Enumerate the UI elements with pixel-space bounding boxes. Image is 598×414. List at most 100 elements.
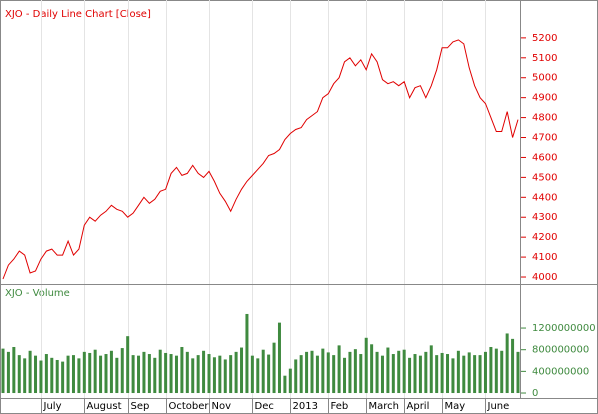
volume-bar xyxy=(435,355,439,394)
volume-bar xyxy=(337,345,341,394)
y-tick-label: 4800 xyxy=(532,113,557,124)
volume-bar xyxy=(440,352,444,394)
volume-bar xyxy=(489,346,493,394)
volume-bar xyxy=(310,350,314,394)
y-tick-label: 5000 xyxy=(532,73,557,84)
volume-bar xyxy=(364,337,368,394)
x-tick-label: May xyxy=(445,401,466,412)
volume-bar xyxy=(77,358,81,394)
volume-bar xyxy=(277,322,281,394)
volume-bar xyxy=(234,351,238,394)
volume-bar xyxy=(380,355,384,394)
volume-bar xyxy=(391,354,395,394)
volume-bar xyxy=(370,344,374,394)
volume-bar xyxy=(174,355,178,394)
volume-bar xyxy=(353,349,357,394)
y-tick-label: 1200000000 xyxy=(532,323,596,334)
y-tick-label: 4500 xyxy=(532,172,557,183)
x-tick-label: Nov xyxy=(212,401,232,412)
volume-bar xyxy=(348,351,352,394)
volume-bar xyxy=(397,350,401,394)
volume-bar xyxy=(229,355,233,394)
volume-bar xyxy=(283,375,287,394)
y-tick-label: 0 xyxy=(532,388,538,399)
volume-bar xyxy=(120,348,124,394)
volume-bar xyxy=(147,354,151,394)
volume-bar xyxy=(294,359,298,394)
volume-bar xyxy=(511,338,515,394)
volume-bar xyxy=(93,349,97,394)
x-tick-label: Sep xyxy=(131,401,150,412)
volume-bar xyxy=(402,349,406,394)
volume-bar xyxy=(180,346,184,394)
volume-bar xyxy=(28,350,32,394)
volume-bar xyxy=(115,357,119,394)
volume-bar xyxy=(483,351,487,394)
volume-bar xyxy=(104,354,108,394)
price-title: XJO - Daily Line Chart [Close] xyxy=(5,9,151,20)
volume-bar xyxy=(169,354,173,394)
volume-bar xyxy=(321,348,325,394)
volume-bar xyxy=(500,350,504,394)
volume-bar xyxy=(50,357,54,394)
volume-bar xyxy=(34,355,38,394)
volume-bar xyxy=(17,355,21,394)
x-tick-label: March xyxy=(369,401,399,412)
volume-bar xyxy=(109,350,113,394)
volume-bar xyxy=(212,357,216,394)
volume-bar xyxy=(207,354,211,394)
y-tick-label: 4600 xyxy=(532,152,557,163)
volume-bar xyxy=(473,355,477,394)
volume-bar xyxy=(272,342,276,394)
volume-bar xyxy=(299,355,303,394)
volume-bar xyxy=(256,358,260,394)
volume-bar xyxy=(516,351,520,394)
y-tick-label: 4300 xyxy=(532,212,557,223)
volume-bar xyxy=(375,351,379,394)
volume-bar xyxy=(418,355,422,394)
y-tick-label: 4100 xyxy=(532,252,557,263)
volume-bar xyxy=(142,351,146,394)
volume-bar xyxy=(71,355,75,394)
x-tick-label: Feb xyxy=(331,401,349,412)
volume-bar xyxy=(88,352,92,394)
volume-bar xyxy=(288,368,292,394)
y-tick-label: 4700 xyxy=(532,133,557,144)
volume-bar xyxy=(61,361,65,394)
volume-bar xyxy=(467,352,471,394)
volume-bar xyxy=(478,355,482,394)
y-tick-label: 5100 xyxy=(532,53,557,64)
volume-bar xyxy=(326,352,330,394)
y-tick-label: 4400 xyxy=(532,192,557,203)
volume-title: XJO - Volume xyxy=(5,288,70,299)
volume-bar xyxy=(223,359,227,394)
price-line xyxy=(2,39,519,280)
volume-bar xyxy=(343,357,347,394)
volume-bar xyxy=(6,351,10,394)
y-tick-label: 400000000 xyxy=(532,366,589,377)
volume-bar xyxy=(44,354,48,394)
volume-bar xyxy=(131,355,135,394)
y-tick-label: 800000000 xyxy=(532,345,589,356)
volume-bar xyxy=(429,345,433,394)
volume-bar xyxy=(250,355,254,394)
volume-bar xyxy=(99,355,103,394)
volume-bar xyxy=(505,333,509,394)
volume-bar xyxy=(413,354,417,394)
y-tick-label: 4200 xyxy=(532,232,557,243)
volume-bar xyxy=(305,351,309,394)
volume-bar xyxy=(359,354,363,394)
volume-bar xyxy=(23,358,27,394)
x-tick-label: October xyxy=(169,401,210,412)
volume-bar xyxy=(153,357,157,394)
y-tick-label: 4900 xyxy=(532,93,557,104)
volume-bar xyxy=(332,355,336,394)
x-tick-label: Dec xyxy=(255,401,274,412)
volume-bar xyxy=(82,351,86,394)
volume-bar xyxy=(12,346,16,394)
volume-bar xyxy=(191,358,195,394)
volume-bar xyxy=(451,358,455,394)
x-tick-label: April xyxy=(407,401,430,412)
volume-bar xyxy=(196,355,200,394)
